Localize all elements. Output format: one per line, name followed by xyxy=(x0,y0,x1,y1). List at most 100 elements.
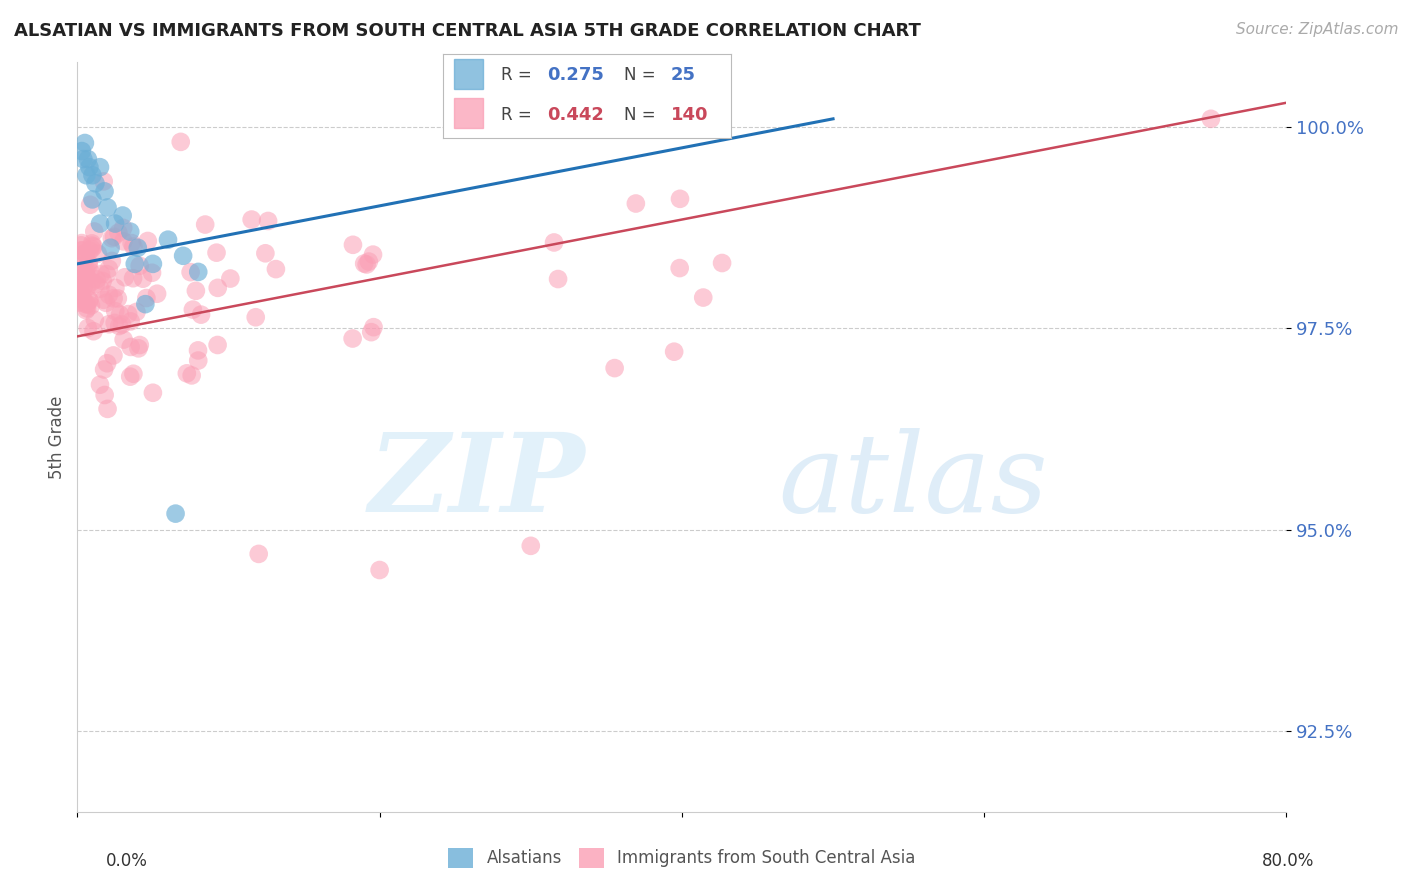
Point xyxy=(73,251,96,265)
Point xyxy=(93,362,115,376)
Point xyxy=(128,338,150,352)
Point xyxy=(120,225,142,239)
Point xyxy=(104,217,127,231)
Point xyxy=(82,193,104,207)
Point xyxy=(79,293,101,308)
Point xyxy=(89,282,111,296)
Point xyxy=(112,235,135,249)
Point xyxy=(103,229,125,244)
Point xyxy=(342,237,364,252)
Point xyxy=(132,271,155,285)
Point xyxy=(73,261,96,276)
Point xyxy=(187,353,209,368)
Point xyxy=(207,281,229,295)
Point xyxy=(77,293,100,307)
Point xyxy=(70,290,93,304)
Point xyxy=(180,368,202,383)
Point xyxy=(120,340,142,354)
Point xyxy=(93,388,115,402)
Y-axis label: 5th Grade: 5th Grade xyxy=(48,395,66,479)
Point xyxy=(357,254,380,268)
Point xyxy=(111,209,134,223)
Point xyxy=(257,214,280,228)
Point xyxy=(76,321,98,335)
Point xyxy=(1199,112,1222,126)
Point xyxy=(165,507,187,521)
Point xyxy=(190,308,212,322)
Point xyxy=(73,246,96,260)
Point xyxy=(84,313,107,327)
Point xyxy=(124,257,146,271)
Point xyxy=(662,344,685,359)
Text: 0.442: 0.442 xyxy=(547,105,603,123)
Point xyxy=(664,91,686,105)
Point xyxy=(120,369,142,384)
Point xyxy=(121,235,143,250)
Point xyxy=(69,280,91,294)
Point xyxy=(93,185,115,199)
Point xyxy=(72,289,94,303)
Point xyxy=(76,301,98,316)
Point xyxy=(80,298,103,312)
Point xyxy=(101,254,124,268)
Point xyxy=(104,316,127,330)
Point xyxy=(75,168,97,182)
Point xyxy=(97,261,120,276)
Point xyxy=(247,547,270,561)
Point xyxy=(76,269,98,284)
Point xyxy=(70,244,93,258)
Text: R =: R = xyxy=(501,105,531,123)
Text: 25: 25 xyxy=(671,66,696,84)
Point xyxy=(205,245,228,260)
Point xyxy=(79,265,101,279)
Point xyxy=(69,277,91,292)
Point xyxy=(83,224,105,238)
Point xyxy=(93,293,115,307)
Point xyxy=(135,291,157,305)
Point xyxy=(184,284,207,298)
Point xyxy=(70,144,93,158)
Point xyxy=(72,292,94,306)
Point xyxy=(76,297,98,311)
Point xyxy=(98,317,121,331)
Bar xyxy=(454,97,482,128)
Point xyxy=(127,342,149,356)
Point xyxy=(79,198,101,212)
Point xyxy=(89,160,111,174)
Point xyxy=(668,261,690,276)
Point xyxy=(157,233,180,247)
Point xyxy=(194,218,217,232)
Point xyxy=(108,318,131,333)
Bar xyxy=(454,59,482,89)
Point xyxy=(240,212,263,227)
Point xyxy=(89,217,111,231)
Point xyxy=(82,168,104,182)
Point xyxy=(80,236,103,251)
Point xyxy=(141,266,163,280)
Point xyxy=(75,246,97,260)
Point xyxy=(70,268,93,283)
Point xyxy=(107,292,129,306)
Point xyxy=(103,348,125,362)
Point xyxy=(520,539,543,553)
Point xyxy=(360,325,382,339)
Text: ZIP: ZIP xyxy=(368,428,585,536)
Point xyxy=(72,277,94,292)
Point xyxy=(79,244,101,258)
Point xyxy=(100,241,122,255)
Point xyxy=(264,262,287,277)
Point xyxy=(73,136,96,150)
Point xyxy=(547,272,569,286)
Point xyxy=(181,302,204,317)
Point xyxy=(83,324,105,338)
Point xyxy=(125,305,148,319)
Point xyxy=(70,244,93,258)
Point xyxy=(127,241,149,255)
Point xyxy=(112,220,135,235)
Point xyxy=(180,265,202,279)
Point xyxy=(96,201,118,215)
Point xyxy=(70,235,93,250)
Point xyxy=(353,256,375,270)
Point xyxy=(104,281,127,295)
Point xyxy=(96,267,118,281)
